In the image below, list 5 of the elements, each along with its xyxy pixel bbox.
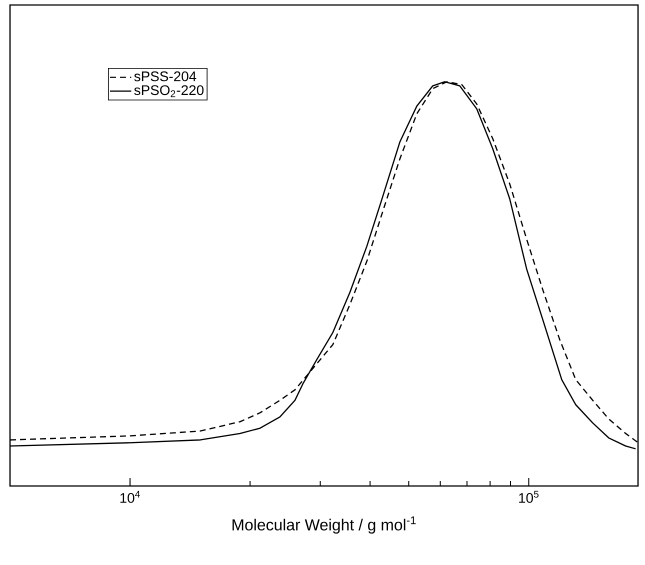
x-axis-title: Molecular Weight / g mol$^{-1}$ xyxy=(232,516,416,534)
legend-label: sPSS-204 xyxy=(134,71,196,82)
x-tick-label: 10$^{4}$ xyxy=(120,490,140,503)
x-tick-label: 10$^{5}$ xyxy=(519,490,539,503)
legend-label: sPSO$_{2}$-220 xyxy=(134,85,204,98)
